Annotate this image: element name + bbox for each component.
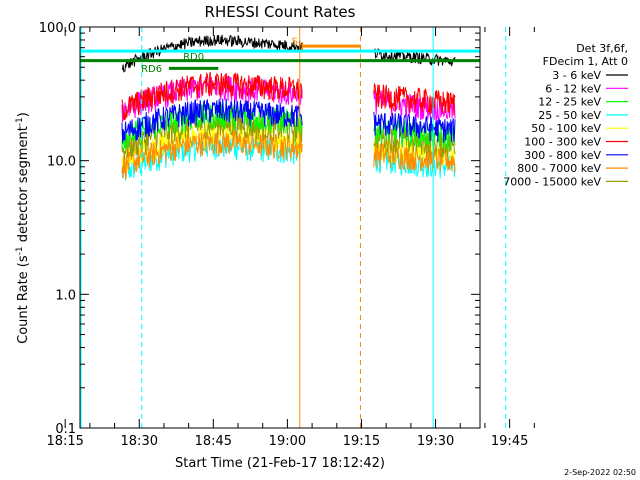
annotation-0: RD6 (141, 64, 162, 75)
legend-label-8: 7000 - 15000 keV (503, 175, 601, 188)
plot-area: RD6 RD0 S (79, 26, 507, 429)
series-line-6-segment-1 (373, 112, 456, 143)
series-line-0-segment-1 (373, 48, 456, 67)
series-line-5-segment-1 (373, 82, 456, 116)
series-line-7-segment-0 (121, 129, 303, 180)
series-line-5-segment-0 (121, 71, 303, 121)
legend-label-3: 25 - 50 keV (538, 109, 601, 122)
legend-label-0: 3 - 6 keV (552, 69, 601, 82)
x-tick-label-3: 19:00 (269, 434, 306, 449)
series-trace-5 (121, 71, 456, 121)
y-axis-label-sup2: -1 (15, 117, 25, 126)
x-tick-label-2: 18:45 (195, 434, 232, 449)
x-tick-label-4: 19:15 (343, 434, 380, 449)
y-axis: 100.0 10.0 1.0 0.1 (39, 21, 480, 437)
series-trace-0 (121, 34, 456, 73)
x-tick-label-0: 18:15 (46, 434, 83, 449)
legend-label-6: 300 - 800 keV (524, 149, 601, 162)
y-axis-label-main: Count Rate (s (16, 255, 31, 344)
series-trace-6 (121, 98, 456, 144)
x-axis: 18:15 18:30 18:45 19:00 19:15 19:30 19:45 (46, 27, 535, 449)
x-tick-label-1: 18:30 (121, 434, 158, 449)
y-axis-label-mid: detector segment (16, 126, 31, 246)
x-axis-label: Start Time (21-Feb-17 18:12:42) (175, 456, 385, 471)
y-tick-label-0: 100.0 (39, 21, 76, 36)
y-axis-label-end: ) (16, 112, 31, 117)
x-tick-label-5: 19:30 (417, 434, 454, 449)
annotation-1: RD0 (183, 52, 204, 63)
series-line-0-segment-0 (121, 34, 303, 73)
legend-label-1: 6 - 12 keV (545, 82, 601, 95)
y-tick-label-3: 0.1 (55, 422, 76, 437)
y-axis-label-sup1: -1 (15, 246, 25, 255)
y-tick-label-2: 1.0 (55, 288, 76, 303)
legend-label-2: 12 - 25 keV (538, 96, 601, 109)
legend-label-5: 100 - 300 keV (524, 136, 601, 149)
chart-title: RHESSI Count Rates (205, 3, 356, 21)
legend-header-line-2: FDecim 1, Att 0 (543, 55, 628, 68)
series-line-1-segment-1 (373, 90, 456, 122)
plot-frame (79, 26, 481, 429)
y-axis-label: Count Rate (s-1 detector segment-1) (15, 112, 31, 344)
series-line-6-segment-0 (121, 98, 303, 144)
y-tick-label-1: 10.0 (47, 155, 76, 170)
legend-label-7: 800 - 7000 keV (517, 162, 601, 175)
annotation-2: S (292, 36, 298, 47)
x-tick-label-6: 19:45 (491, 434, 528, 449)
legend-header-line-1: Det 3f,6f, (576, 42, 628, 55)
footer-date: 2-Sep-2022 02:50 (564, 468, 636, 477)
legend-label-4: 50 - 100 keV (531, 122, 601, 135)
